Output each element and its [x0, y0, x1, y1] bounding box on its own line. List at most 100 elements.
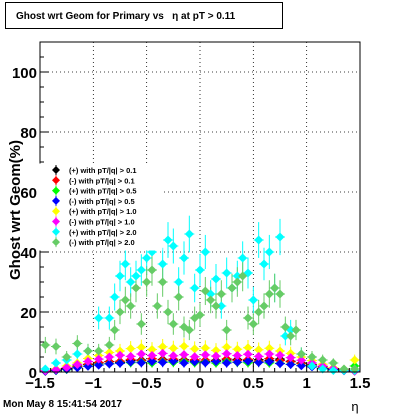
data-point	[83, 361, 93, 371]
data-point	[232, 344, 242, 354]
legend-entry-label: (+) with pT/|q| > 0.5	[69, 187, 137, 196]
data-point	[147, 265, 157, 275]
data-point	[174, 292, 184, 302]
legend-box	[39, 163, 163, 251]
data-point	[136, 342, 146, 352]
data-point	[158, 259, 168, 269]
data-point	[136, 265, 146, 275]
data-point	[275, 359, 285, 369]
data-point	[200, 350, 210, 360]
data-point	[211, 345, 221, 355]
data-point	[94, 354, 104, 364]
data-point	[158, 348, 168, 358]
data-point	[264, 247, 274, 257]
data-point	[270, 283, 280, 293]
data-point	[168, 319, 178, 329]
data-point	[211, 357, 221, 366]
data-point	[275, 350, 285, 360]
data-point	[286, 360, 296, 369]
y-tick-labels: 0 20 40 60 80 100	[12, 65, 37, 382]
data-point	[190, 283, 200, 293]
data-point	[136, 349, 146, 359]
data-point	[238, 271, 248, 281]
x-tick-label: 0	[196, 375, 204, 392]
y-tick-label: 20	[20, 305, 37, 322]
data-point	[83, 346, 93, 356]
data-point	[275, 232, 285, 242]
data-point	[190, 357, 200, 367]
data-point	[163, 307, 173, 317]
data-point	[62, 352, 72, 362]
data-point	[72, 349, 82, 359]
legend-entry-label: (-) with pT/|q| > 0.1	[69, 176, 135, 185]
data-point	[222, 325, 232, 335]
data-point	[339, 364, 349, 374]
data-point	[190, 352, 200, 362]
data-point	[104, 340, 114, 350]
data-point	[168, 356, 178, 366]
timestamp: Mon May 8 15:41:54 2017	[3, 399, 122, 410]
data-point	[275, 289, 285, 299]
data-point	[94, 313, 104, 323]
data-point	[158, 342, 168, 352]
data-point	[62, 363, 72, 372]
data-point	[40, 364, 50, 374]
data-point	[264, 357, 274, 367]
data-point	[136, 358, 146, 368]
data-point	[216, 289, 226, 299]
data-point	[179, 358, 189, 368]
chart-title: Ghost wrt Geom for Primary vs η at pT > …	[5, 2, 283, 29]
data-point	[243, 356, 253, 366]
data-point	[200, 247, 210, 257]
data-point	[179, 253, 189, 263]
data-point	[126, 357, 136, 367]
data-point	[248, 295, 258, 305]
data-point	[254, 357, 264, 367]
data-point	[136, 319, 146, 329]
data-point	[350, 364, 360, 374]
data-point	[222, 358, 232, 368]
data-point	[94, 360, 104, 370]
data-point	[158, 357, 168, 367]
data-point	[131, 283, 141, 293]
data-point	[222, 268, 232, 278]
data-point	[307, 361, 317, 371]
legend-entry-label: (-) with pT/|q| > 1.0	[69, 218, 135, 227]
data-point	[126, 344, 136, 354]
data-point	[51, 358, 61, 368]
data-point	[147, 351, 157, 360]
data-point	[142, 277, 152, 287]
data-point	[264, 289, 274, 299]
data-point	[104, 352, 114, 362]
data-point	[307, 352, 317, 362]
data-point	[131, 271, 141, 281]
data-point	[318, 364, 328, 374]
data-point	[243, 343, 253, 353]
y-axis-label: Ghost wrt Geom(%)	[7, 140, 24, 280]
data-point	[72, 360, 82, 369]
data-point	[195, 265, 205, 275]
data-point	[115, 271, 125, 281]
x-tick-label: −0.5	[132, 375, 162, 392]
data-point	[259, 301, 269, 311]
data-point	[126, 351, 136, 361]
data-point	[232, 271, 242, 281]
x-tick-label: 1	[302, 375, 310, 392]
data-point	[142, 253, 152, 263]
data-point	[152, 301, 162, 311]
data-point	[179, 341, 189, 351]
data-point	[115, 358, 125, 368]
data-point	[264, 349, 274, 359]
data-point	[184, 325, 194, 335]
data-point	[40, 340, 50, 350]
data-point	[126, 301, 136, 311]
data-point	[222, 349, 232, 359]
data-point	[318, 355, 328, 365]
data-point	[243, 313, 253, 323]
data-point	[115, 350, 125, 360]
data-point	[174, 277, 184, 287]
data-point	[200, 358, 210, 368]
x-tick-label: −1.5	[25, 375, 55, 392]
data-point	[296, 355, 306, 365]
legend-entry-label: (+) with pT/|q| > 0.1	[69, 166, 137, 175]
